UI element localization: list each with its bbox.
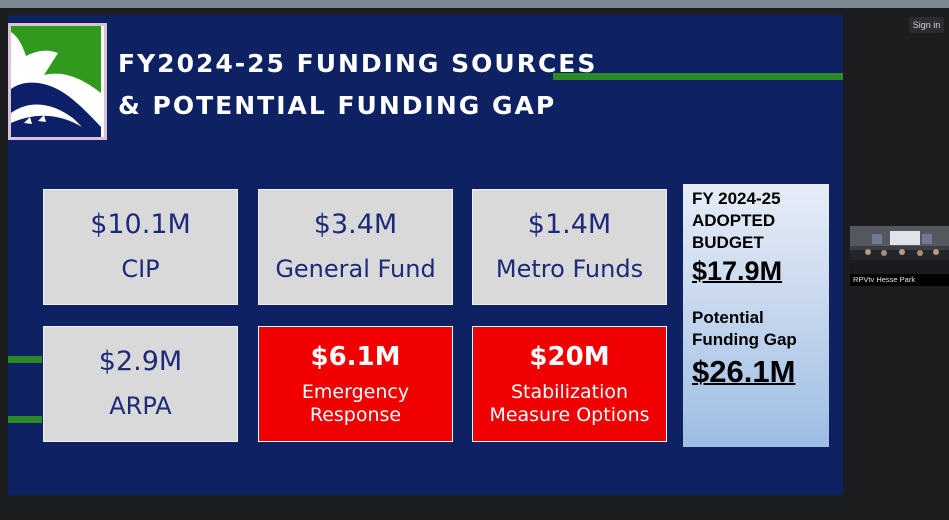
funding-box-stabilization-measure: $20M Stabilization Measure Options: [472, 326, 667, 442]
funding-box-emergency-response: $6.1M Emergency Response: [258, 326, 453, 442]
funding-label: CIP: [121, 255, 160, 283]
meeting-room-video: [850, 226, 949, 274]
presentation-slide: FY2024-25 FUNDING SOURCES & POTENTIAL FU…: [8, 15, 843, 495]
funding-label-line-1: Emergency: [301, 381, 410, 403]
funding-gap-heading-line-1: Potential: [692, 308, 764, 327]
funding-box-cip: $10.1M CIP: [43, 189, 238, 305]
title-accent-rule: [553, 73, 843, 80]
funding-label: ARPA: [109, 392, 172, 420]
funding-box-general-fund: $3.4M General Fund: [258, 189, 453, 305]
slide-title-line-2: & POTENTIAL FUNDING GAP: [118, 91, 557, 120]
participant-caption: RPVtv Hesse Park: [850, 274, 949, 286]
funding-amount: $3.4M: [313, 209, 398, 240]
participant-video-thumbnail[interactable]: RPVtv Hesse Park: [850, 226, 949, 286]
funding-amount: $6.1M: [310, 342, 401, 372]
budget-summary-panel: FY 2024-25 ADOPTED BUDGET $17.9M Potenti…: [683, 184, 829, 447]
city-logo: [8, 23, 107, 140]
funding-amount: $10.1M: [90, 209, 191, 240]
budget-heading-line-1: FY 2024-25: [692, 189, 781, 208]
left-accent-rule-1: [8, 356, 42, 363]
sign-in-button[interactable]: Sign in: [909, 17, 944, 33]
funding-amount: $20M: [529, 342, 610, 372]
funding-gap-heading-line-2: Funding Gap: [692, 330, 797, 349]
slide-title-line-1: FY2024-25 FUNDING SOURCES: [118, 49, 598, 78]
budget-heading-line-3: BUDGET: [692, 233, 764, 252]
budget-heading-line-2: ADOPTED: [692, 211, 776, 230]
funding-box-arpa: $2.9M ARPA: [43, 326, 238, 442]
funding-amount: $2.9M: [98, 346, 183, 377]
window-top-bar: [0, 0, 949, 8]
slide-title: FY2024-25 FUNDING SOURCES & POTENTIAL FU…: [118, 43, 597, 127]
adopted-budget-amount: $17.9M: [692, 256, 783, 286]
left-accent-rule-2: [8, 416, 42, 423]
funding-label-line-2: Measure Options: [489, 404, 650, 426]
funding-box-metro-funds: $1.4M Metro Funds: [472, 189, 667, 305]
funding-label: General Fund: [275, 255, 436, 283]
funding-label: Metro Funds: [495, 255, 644, 283]
funding-label-line-2: Response: [309, 404, 402, 426]
funding-amount: $1.4M: [527, 209, 612, 240]
funding-label-line-1: Stabilization: [510, 381, 629, 403]
funding-gap-amount: $26.1M: [692, 354, 796, 389]
